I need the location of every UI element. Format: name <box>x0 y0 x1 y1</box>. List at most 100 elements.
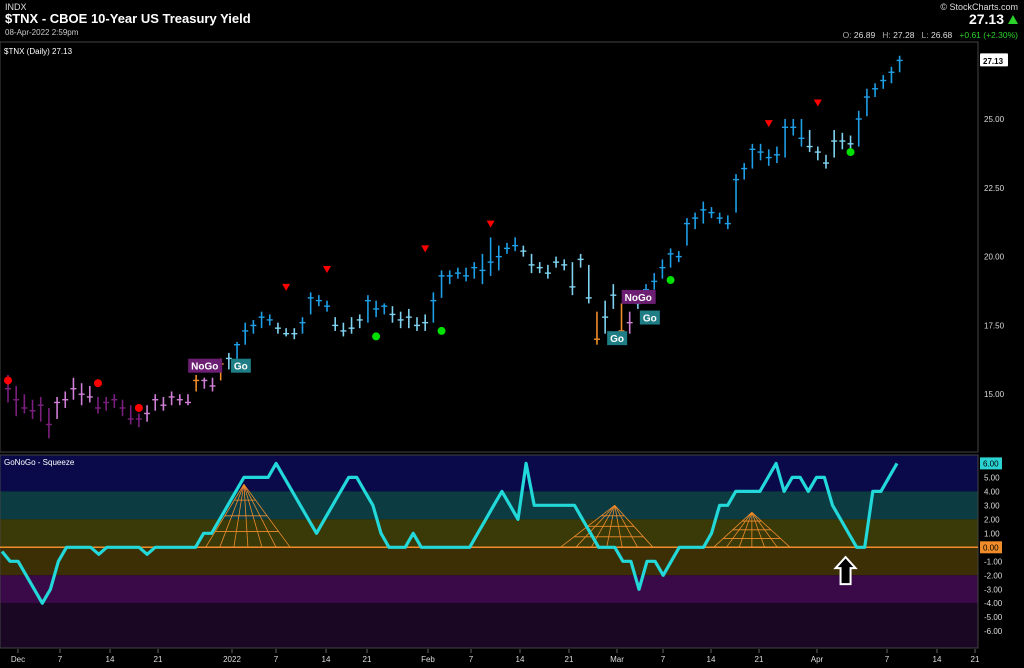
last-value-label: 27.13 <box>983 57 1004 66</box>
x-tick-label: 7 <box>274 655 279 664</box>
signal-label-bg <box>607 331 628 346</box>
squeeze-grid-ray <box>726 512 753 548</box>
price-bar <box>708 207 715 219</box>
price-bar <box>585 264 592 304</box>
chart-header: INDX $TNX - CBOE 10-Year US Treasury Yie… <box>0 0 1024 42</box>
price-bar <box>258 311 265 329</box>
low-value: 26.68 <box>931 30 953 40</box>
up-triangle-icon <box>1008 15 1018 24</box>
oscillator-ytick-label: 1.00 <box>984 529 1000 538</box>
price-bar <box>454 267 461 279</box>
price-bar <box>70 377 77 400</box>
price-bar <box>397 311 404 329</box>
squeeze-grid-ray <box>233 484 245 548</box>
nogo-signal-label: NoGo <box>621 289 656 304</box>
squeeze-grid-ray <box>219 484 245 548</box>
x-tick-label: 2022 <box>223 655 241 664</box>
exchange-label: INDX <box>5 2 27 12</box>
price-bar <box>798 119 805 147</box>
oscillator-panel-frame <box>0 454 979 649</box>
oscillator-zone-band <box>0 547 978 576</box>
price-bar <box>749 143 756 169</box>
last-price: 27.13 <box>968 11 1004 27</box>
price-bar <box>135 413 142 428</box>
price-bar <box>487 237 494 276</box>
price-bar <box>855 110 862 147</box>
price-bar <box>348 317 355 334</box>
ohlc-readout: O: 26.89 H: 27.28 L: 26.68 +0.61 (+2.30%… <box>843 30 1018 40</box>
price-bar <box>242 322 249 345</box>
chart-title: $TNX - CBOE 10-Year US Treasury Yield <box>5 11 251 26</box>
price-bar <box>324 300 331 312</box>
price-bar <box>389 306 396 323</box>
price-ytick-label: 17.50 <box>984 321 1005 330</box>
price-bar <box>21 394 28 414</box>
up-arrow-icon <box>833 555 858 586</box>
oscillator-ytick-label: 5.00 <box>984 473 1000 482</box>
price-bar <box>364 295 371 323</box>
signal-label-text: NoGo <box>191 362 218 373</box>
oscillator-panel-title: GoNoGo - Squeeze <box>4 458 75 467</box>
price-bar <box>37 396 44 422</box>
oscillator-ytick-label: -4.00 <box>984 599 1003 608</box>
signal-label-bg <box>639 310 660 325</box>
price-bar <box>160 396 167 411</box>
x-tick-label: 14 <box>516 655 525 664</box>
price-bar <box>356 314 363 329</box>
x-tick-label: 7 <box>469 655 474 664</box>
x-tick-label: 21 <box>565 655 574 664</box>
price-bar <box>872 83 879 98</box>
price-bar <box>863 88 870 117</box>
x-tick-label: 21 <box>755 655 764 664</box>
x-tick-label: 21 <box>363 655 372 664</box>
x-tick-label: Mar <box>610 655 624 664</box>
price-bar <box>29 399 36 419</box>
price-bar <box>54 396 61 419</box>
price-bar <box>765 149 772 166</box>
go-signal-label: Go <box>607 331 628 346</box>
oscillator-line <box>0 461 899 605</box>
price-bar <box>291 328 298 340</box>
low-key: L: <box>921 30 929 40</box>
price-ytick-label: 25.00 <box>984 115 1005 124</box>
price-bar <box>569 262 576 296</box>
price-bar <box>651 273 658 290</box>
oscillator-ytick-label: 2.00 <box>984 515 1000 524</box>
green-dot-marker <box>372 332 381 341</box>
x-tick-label: 21 <box>971 655 980 664</box>
signal-label-text: Go <box>610 334 624 345</box>
red-triangle-marker <box>323 266 332 274</box>
green-dot-marker <box>666 276 675 285</box>
x-tick-label: 7 <box>661 655 666 664</box>
price-bar <box>602 300 609 334</box>
price-bar <box>209 377 216 392</box>
price-bar <box>94 396 101 414</box>
price-bar <box>274 322 281 334</box>
price-bar <box>675 251 682 263</box>
zero-line-label: 0.00 <box>983 543 999 552</box>
price-bar <box>405 308 412 329</box>
oscillator-zone-band <box>0 455 978 492</box>
signal-label-text: Go <box>643 314 657 325</box>
x-tick-label: 14 <box>322 655 331 664</box>
price-bar <box>176 394 183 406</box>
price-bar <box>700 201 707 224</box>
squeeze-grid-ray <box>614 505 623 548</box>
price-bar <box>438 270 445 298</box>
signal-label-text: Go <box>234 362 248 373</box>
x-tick-label: Feb <box>421 655 435 664</box>
price-bar <box>724 215 731 230</box>
x-tick-label: 14 <box>707 655 716 664</box>
red-dot-marker <box>93 379 102 388</box>
price-bar <box>266 314 273 326</box>
price-bar <box>553 256 560 268</box>
price-bar <box>479 253 486 285</box>
signal-label-bg <box>621 289 656 304</box>
red-triangle-marker <box>486 220 495 228</box>
price-bar <box>520 245 527 257</box>
squeeze-grid-ray <box>614 505 654 548</box>
oscillator-last-box <box>980 457 1002 470</box>
nogo-signal-label: NoGo <box>188 358 223 373</box>
green-dot-marker <box>846 148 855 157</box>
price-bar <box>667 248 674 268</box>
